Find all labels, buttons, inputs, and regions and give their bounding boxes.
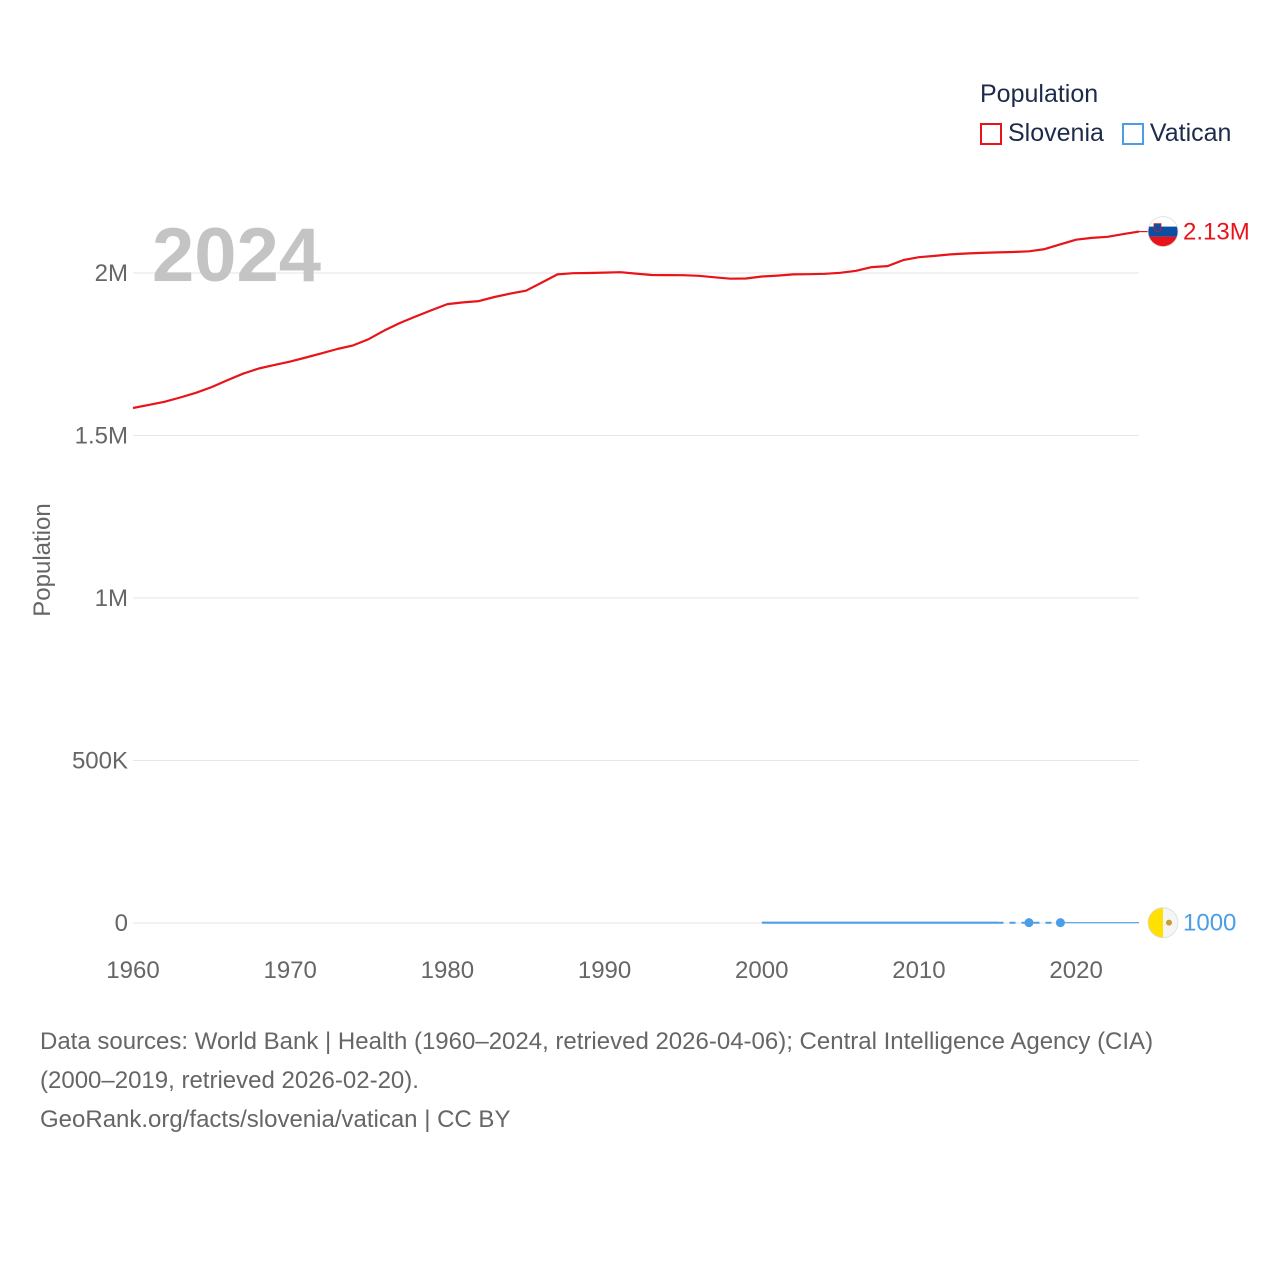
y-axis-title: Population (29, 503, 56, 616)
x-tick-label: 2010 (892, 957, 945, 984)
vatican-flag-ring (1147, 907, 1179, 939)
data-point-vatican (1024, 918, 1034, 928)
series-end-markers: 2.13M 1000 (1139, 216, 1250, 939)
y-tick-label: 2M (95, 260, 128, 287)
slovenia-flag-icon (1147, 216, 1179, 247)
legend-swatch-slovenia (980, 122, 1002, 145)
series-lines (132, 230, 1140, 928)
credit-link[interactable]: GeoRank.org/facts/slovenia/vatican | CC … (40, 1106, 511, 1133)
population-line-chart: 2024 0 500K 1M 1.5M 2M 1960 1970 1980 1990 2000 2… (29, 213, 1250, 984)
legend-label-slovenia: Slovenia (1008, 119, 1104, 147)
x-tick-label: 1980 (421, 957, 474, 984)
vatican-flag-emblem (1166, 919, 1172, 926)
slovenia-flag-coat (1153, 223, 1162, 232)
grid-lines (133, 272, 1139, 924)
y-tick-label: 1.5M (75, 423, 128, 450)
legend-item-slovenia[interactable]: Slovenia (980, 119, 1104, 148)
y-tick-label: 0 (115, 910, 128, 937)
slovenia-flag-red (1148, 236, 1178, 247)
legend-item-vatican[interactable]: Vatican (1121, 119, 1232, 148)
legend-swatch-vatican (1121, 122, 1144, 145)
legend: Population Slovenia Vatican (980, 80, 1249, 148)
source-line-1: Data sources: World Bank | Health (1960–… (40, 1028, 1154, 1055)
x-tick-label: 1960 (106, 957, 159, 984)
y-tick-label: 1M (95, 585, 128, 612)
x-tick-label: 1970 (263, 957, 316, 984)
end-label-slovenia: 2.13M (1183, 219, 1250, 246)
vatican-flag-yellow (1148, 907, 1163, 938)
vatican-flag-icon (1147, 907, 1179, 939)
x-tick-label: 1990 (578, 957, 631, 984)
x-tick-label: 2020 (1049, 957, 1102, 984)
data-sources-footer: Data sources: World Bank | Health (1960–… (40, 1022, 1250, 1139)
legend-label-vatican: Vatican (1149, 119, 1232, 147)
slovenia-flag-ring (1147, 216, 1179, 247)
y-tick-label: 500K (72, 748, 128, 775)
legend-title: Population (980, 80, 1099, 108)
source-line-2: (2000–2019, retrieved 2026-02-20). (40, 1067, 419, 1094)
end-label-vatican: 1000 (1183, 910, 1236, 937)
series-line-slovenia (132, 230, 1140, 410)
y-axis-tick-labels: 0 500K 1M 1.5M 2M (72, 260, 128, 937)
year-watermark: 2024 (152, 213, 321, 298)
x-tick-label: 2000 (735, 957, 788, 984)
data-point-vatican (1055, 918, 1065, 928)
x-axis-tick-labels: 1960 1970 1980 1990 2000 2010 2020 (106, 957, 1103, 984)
slovenia-flag-blue (1148, 226, 1178, 237)
slovenia-flag-white (1148, 216, 1178, 227)
